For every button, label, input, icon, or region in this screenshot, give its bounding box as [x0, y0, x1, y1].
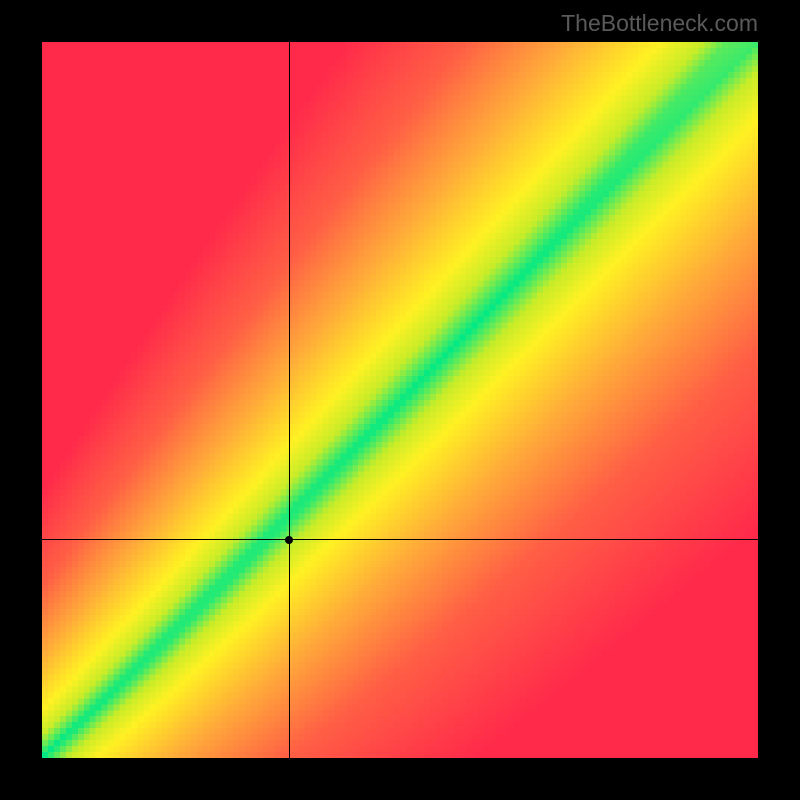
- crosshair-horizontal-line: [42, 539, 758, 540]
- bottleneck-heatmap: [42, 42, 758, 758]
- crosshair-marker: [285, 536, 293, 544]
- crosshair-vertical-line: [289, 42, 290, 758]
- chart-container: TheBottleneck.com: [0, 0, 800, 800]
- watermark-text: TheBottleneck.com: [561, 10, 758, 37]
